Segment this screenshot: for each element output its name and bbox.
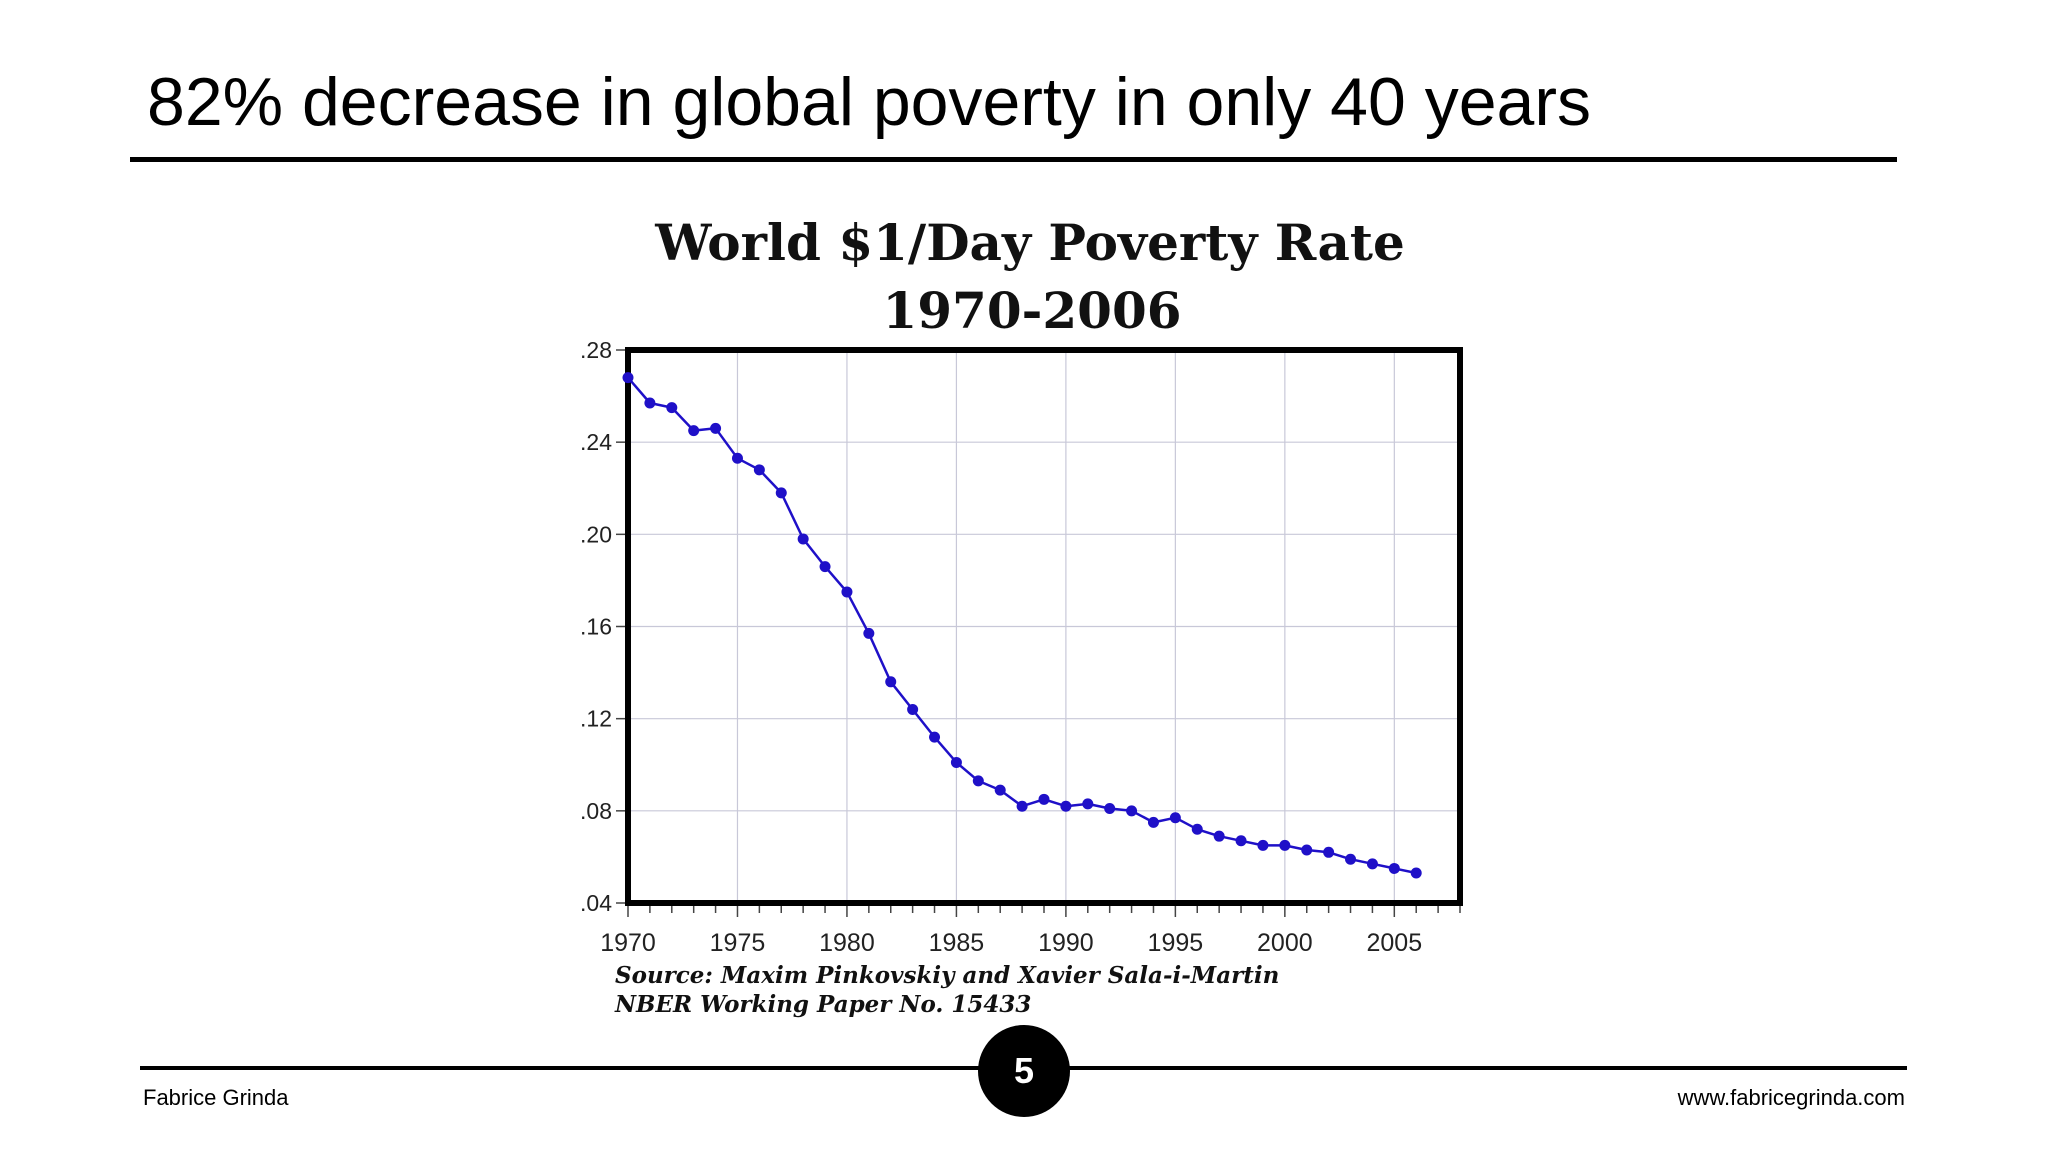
data-point <box>753 464 765 476</box>
y-tick-label: .20 <box>580 521 612 547</box>
x-tick-label: 1975 <box>710 929 766 957</box>
data-point <box>710 422 722 434</box>
y-tick-label: .08 <box>580 798 612 824</box>
x-tick-label: 1970 <box>600 929 656 957</box>
data-point <box>819 561 831 573</box>
chart-axes: .04 .08 .12 .16 .20 .24 .28 1970 1975 1980 1985 199… <box>580 337 1463 957</box>
poverty-rate-line <box>627 376 1417 875</box>
data-point <box>1235 835 1247 847</box>
data-point <box>644 397 656 409</box>
y-tick-label: .28 <box>580 337 612 363</box>
data-point <box>885 676 897 688</box>
data-point <box>1257 839 1269 851</box>
data-point <box>797 533 809 545</box>
data-point <box>950 756 962 768</box>
x-tick-label: 1990 <box>1038 929 1094 957</box>
y-tick-label: .16 <box>580 614 612 640</box>
data-point <box>666 402 678 414</box>
chart-source-line-2: NBER Working Paper No. 15433 <box>614 991 1031 1018</box>
data-point <box>1082 798 1094 810</box>
y-tick-label: .24 <box>580 429 612 455</box>
data-point <box>775 487 787 499</box>
x-tick-label: 1985 <box>929 929 985 957</box>
data-point <box>688 425 700 437</box>
x-tick-label: 2000 <box>1257 929 1313 957</box>
chart-gridlines <box>627 349 1460 904</box>
data-point <box>622 372 634 384</box>
chart-series <box>622 372 1422 879</box>
data-point <box>1345 853 1357 865</box>
data-point <box>841 586 853 598</box>
chart-subtitle: 1970-2006 <box>882 281 1181 340</box>
data-point <box>929 731 941 743</box>
data-point <box>1060 800 1072 812</box>
page-number-badge: 5 <box>978 1025 1070 1117</box>
x-tick-label: 2005 <box>1367 929 1423 957</box>
data-point <box>1169 812 1181 824</box>
data-point <box>731 452 743 464</box>
data-point <box>1147 816 1159 828</box>
data-point <box>1323 846 1335 858</box>
data-point <box>1191 823 1203 835</box>
footer-website: www.fabricegrinda.com <box>1677 1085 1905 1110</box>
data-point <box>1279 839 1291 851</box>
chart-source-line-1: Source: Maxim Pinkovskiy and Xavier Sala… <box>615 962 1279 989</box>
data-point <box>1410 867 1422 879</box>
data-point <box>994 784 1006 796</box>
slide-title: 82% decrease in global poverty in only 4… <box>147 64 1591 140</box>
data-point <box>863 627 875 639</box>
x-tick-label: 1980 <box>819 929 875 957</box>
chart-title: World $1/Day Poverty Rate <box>654 213 1405 272</box>
data-point <box>907 703 919 715</box>
data-point <box>972 775 984 787</box>
y-tick-label: .12 <box>580 706 612 732</box>
data-point <box>1213 830 1225 842</box>
data-point <box>1301 844 1313 856</box>
y-tick-label: .04 <box>580 890 612 916</box>
data-point <box>1104 803 1116 815</box>
title-divider <box>130 157 1897 162</box>
data-point <box>1016 800 1028 812</box>
footer-author: Fabrice Grinda <box>143 1085 289 1110</box>
data-point <box>1388 862 1400 874</box>
plot-frame <box>625 347 1463 906</box>
data-point <box>1038 793 1050 805</box>
data-point <box>1126 805 1138 817</box>
x-tick-label: 1995 <box>1148 929 1204 957</box>
data-point <box>1366 858 1378 870</box>
